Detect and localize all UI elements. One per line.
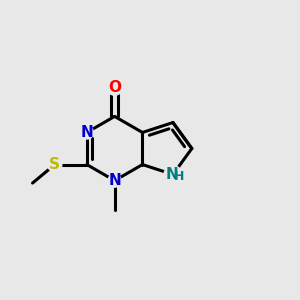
Text: H: H [174,170,184,183]
Text: S: S [49,157,60,172]
Text: O: O [108,80,121,95]
Text: N: N [108,173,121,188]
Circle shape [108,174,121,187]
Circle shape [48,158,62,172]
Circle shape [80,126,93,139]
Circle shape [107,80,122,95]
Text: N: N [80,125,93,140]
Text: N: N [165,167,178,182]
Circle shape [164,166,182,183]
